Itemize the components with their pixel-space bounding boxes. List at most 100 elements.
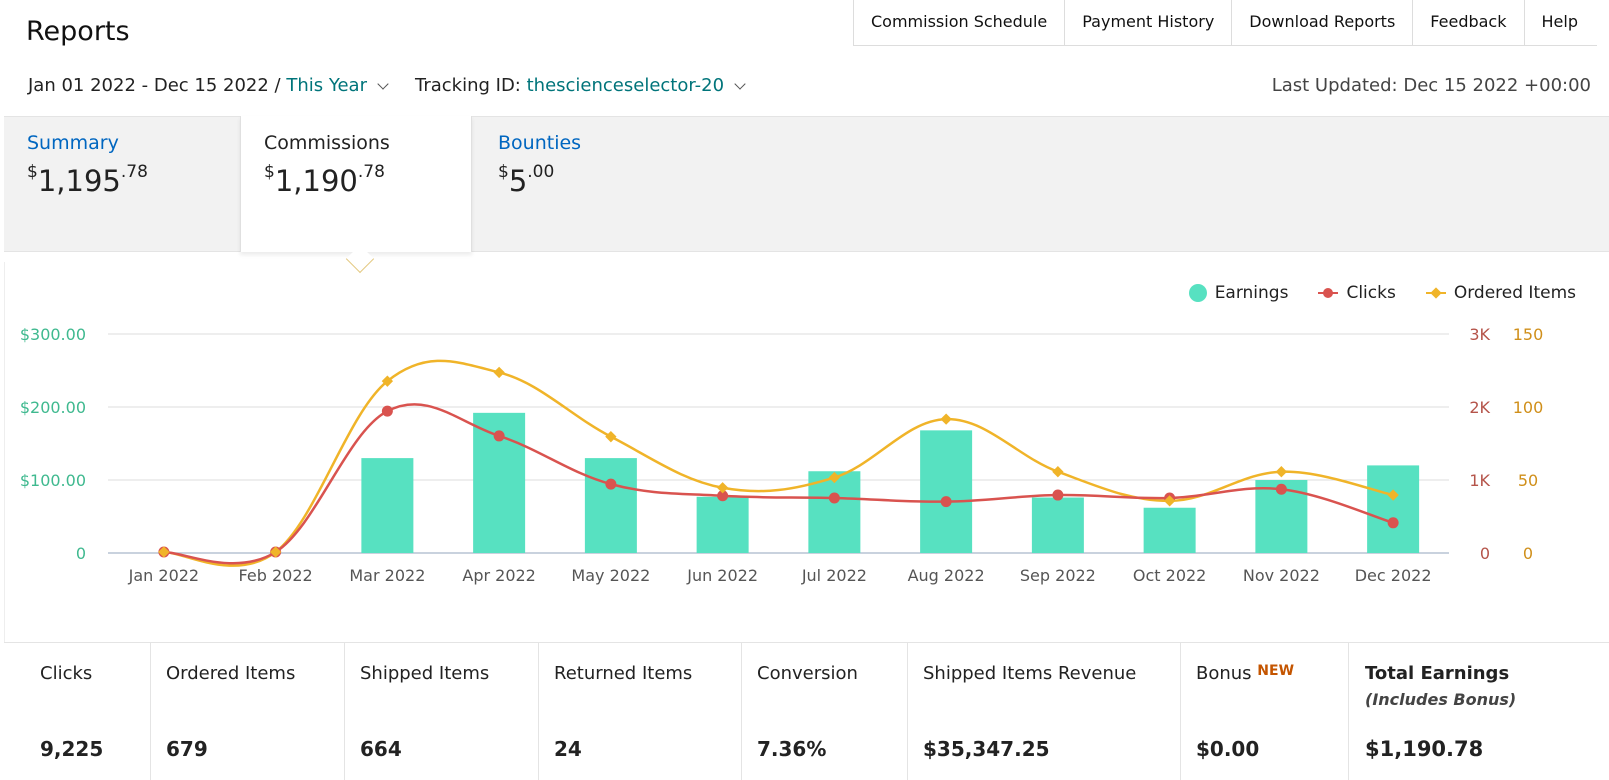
clicks-point (940, 496, 952, 508)
stats-row: Clicks 9,225 Ordered Items 679 Shipped I… (4, 642, 1609, 780)
earnings-bar (1031, 497, 1084, 553)
stat-value: $0.00 (1196, 737, 1260, 761)
tab-commission-schedule[interactable]: Commission Schedule (854, 0, 1066, 45)
clicks-line (163, 403, 1394, 565)
stat-label: Shipped Items (360, 663, 490, 684)
y-left-tick: $300.00 (20, 325, 86, 344)
clicks-point (1275, 483, 1287, 495)
ordered-items-point (1387, 489, 1399, 501)
earnings-bar (1367, 465, 1420, 553)
ordered-items-point (940, 413, 952, 425)
ordered-items-point (1052, 466, 1064, 478)
summary-card-bounties[interactable]: Bounties $5.00 (498, 116, 708, 252)
stat-label: Ordered Items (166, 663, 296, 684)
x-tick-label: Dec 2022 (1355, 566, 1432, 585)
earnings-bar (361, 458, 414, 553)
stat-label: Shipped Items Revenue (923, 663, 1137, 684)
y-right-items-tick: 0 (1523, 544, 1533, 563)
x-tick-label: Apr 2022 (462, 566, 535, 585)
x-tick-label: Jul 2022 (801, 566, 867, 585)
y-right-clicks-tick: 1K (1469, 471, 1490, 490)
ordered-items-point (493, 366, 505, 379)
summary-card-label[interactable]: Bounties (498, 132, 582, 154)
earnings-bar (808, 471, 861, 553)
x-tick-label: Sep 2022 (1020, 566, 1096, 585)
legend-label: Earnings (1214, 283, 1289, 303)
stat-label: Conversion (757, 663, 858, 684)
legend-label: Clicks (1346, 283, 1396, 303)
y-right-items-tick: 50 (1518, 471, 1538, 490)
clicks-point (717, 490, 729, 502)
stat-value: 679 (166, 737, 208, 761)
stat-conversion: Conversion 7.36% (742, 643, 908, 780)
y-left-tick: 0 (76, 544, 86, 563)
clicks-point (1052, 489, 1064, 501)
y-right-items-tick: 150 (1513, 325, 1544, 344)
clicks-point (605, 478, 617, 490)
summary-card-label[interactable]: Summary (27, 132, 119, 154)
stat-value: 664 (360, 737, 402, 761)
date-range: Jan 01 2022 - Dec 15 2022 / (28, 75, 281, 96)
ordered-items-point (605, 431, 617, 443)
tab-help[interactable]: Help (1541, 12, 1578, 31)
summary-card-label: Commissions (264, 132, 390, 154)
x-tick-label: May 2022 (571, 566, 650, 585)
ordered-items-line (163, 359, 1394, 567)
legend-ordered-items[interactable]: Ordered Items (1425, 283, 1576, 303)
earnings-bar (696, 496, 749, 553)
ordered-items-point (716, 482, 729, 494)
stat-returned-items: Returned Items 24 (539, 643, 742, 780)
tab-payment-history[interactable]: Payment History (1065, 0, 1233, 45)
stat-bonus: Bonus NEW $0.00 (1181, 643, 1349, 780)
stat-label: Clicks (40, 663, 93, 684)
new-badge: NEW (1257, 663, 1295, 679)
summary-card-amount: $5.00 (498, 162, 555, 198)
y-left-tick: $200.00 (20, 398, 86, 417)
legend-label: Ordered Items (1453, 283, 1576, 303)
legend-earnings[interactable]: Earnings (1188, 283, 1289, 303)
earnings-bar (584, 458, 637, 553)
y-right-clicks-tick: 3K (1469, 325, 1490, 344)
ordered-items-point (1163, 495, 1176, 507)
clicks-point (1387, 517, 1399, 529)
clicks-point (381, 405, 393, 417)
ordered-items-swatch-icon (1425, 287, 1446, 299)
earnings-chart: 0 0 0 $100.00 1K 50 $200.00 2K 100 $300.00 3K 150 Ja… (20, 325, 1544, 585)
x-tick-label: Nov 2022 (1243, 566, 1320, 585)
y-right-clicks-tick: 0 (1480, 544, 1490, 563)
x-tick-label: Jan 2022 (128, 566, 199, 585)
legend-clicks[interactable]: Clicks (1318, 283, 1396, 303)
summary-card-amount: $1,190.78 (264, 162, 385, 198)
stat-shipped-items-revenue: Shipped Items Revenue $35,347.25 (908, 643, 1181, 780)
summary-card-commissions[interactable]: Commissions $1,190.78 (240, 116, 472, 252)
stat-ordered-items: Ordered Items 679 (151, 643, 345, 780)
ordered-items-point (828, 471, 841, 484)
last-updated: Last Updated: Dec 15 2022 +00:00 (1271, 75, 1591, 96)
tracking-id-dropdown[interactable]: thescienceselector-20 (526, 75, 725, 96)
tab-feedback[interactable]: Feedback (1413, 0, 1525, 45)
stat-label: Returned Items (554, 663, 693, 684)
ordered-items-point (381, 375, 394, 387)
chart-area (4, 262, 1609, 642)
ordered-items-point (158, 546, 170, 558)
earnings-bar (920, 430, 973, 553)
clicks-swatch-icon (1318, 288, 1339, 298)
y-left-tick: $100.00 (20, 471, 86, 490)
stat-value: $1,190.78 (1365, 737, 1484, 761)
x-tick-label: Jun 2022 (686, 566, 758, 585)
stat-value: 24 (554, 737, 582, 761)
stat-clicks: Clicks 9,225 (4, 643, 151, 780)
clicks-point (493, 430, 505, 442)
x-tick-label: Oct 2022 (1133, 566, 1206, 585)
stat-value: 9,225 (40, 737, 104, 761)
ordered-items-point (269, 546, 282, 558)
stat-total-earnings: Total Earnings (Includes Bonus) $1,190.7… (1349, 643, 1607, 780)
clicks-point (828, 492, 840, 504)
x-tick-label: Feb 2022 (239, 566, 313, 585)
stat-value: 7.36% (757, 737, 827, 761)
tab-download-reports[interactable]: Download Reports (1232, 0, 1414, 45)
summary-card-summary[interactable]: Summary $1,195.78 (27, 116, 237, 252)
stat-sublabel: (Includes Bonus) (1365, 690, 1517, 709)
period-dropdown[interactable]: This Year (286, 75, 367, 96)
page-title: Reports (26, 16, 130, 47)
